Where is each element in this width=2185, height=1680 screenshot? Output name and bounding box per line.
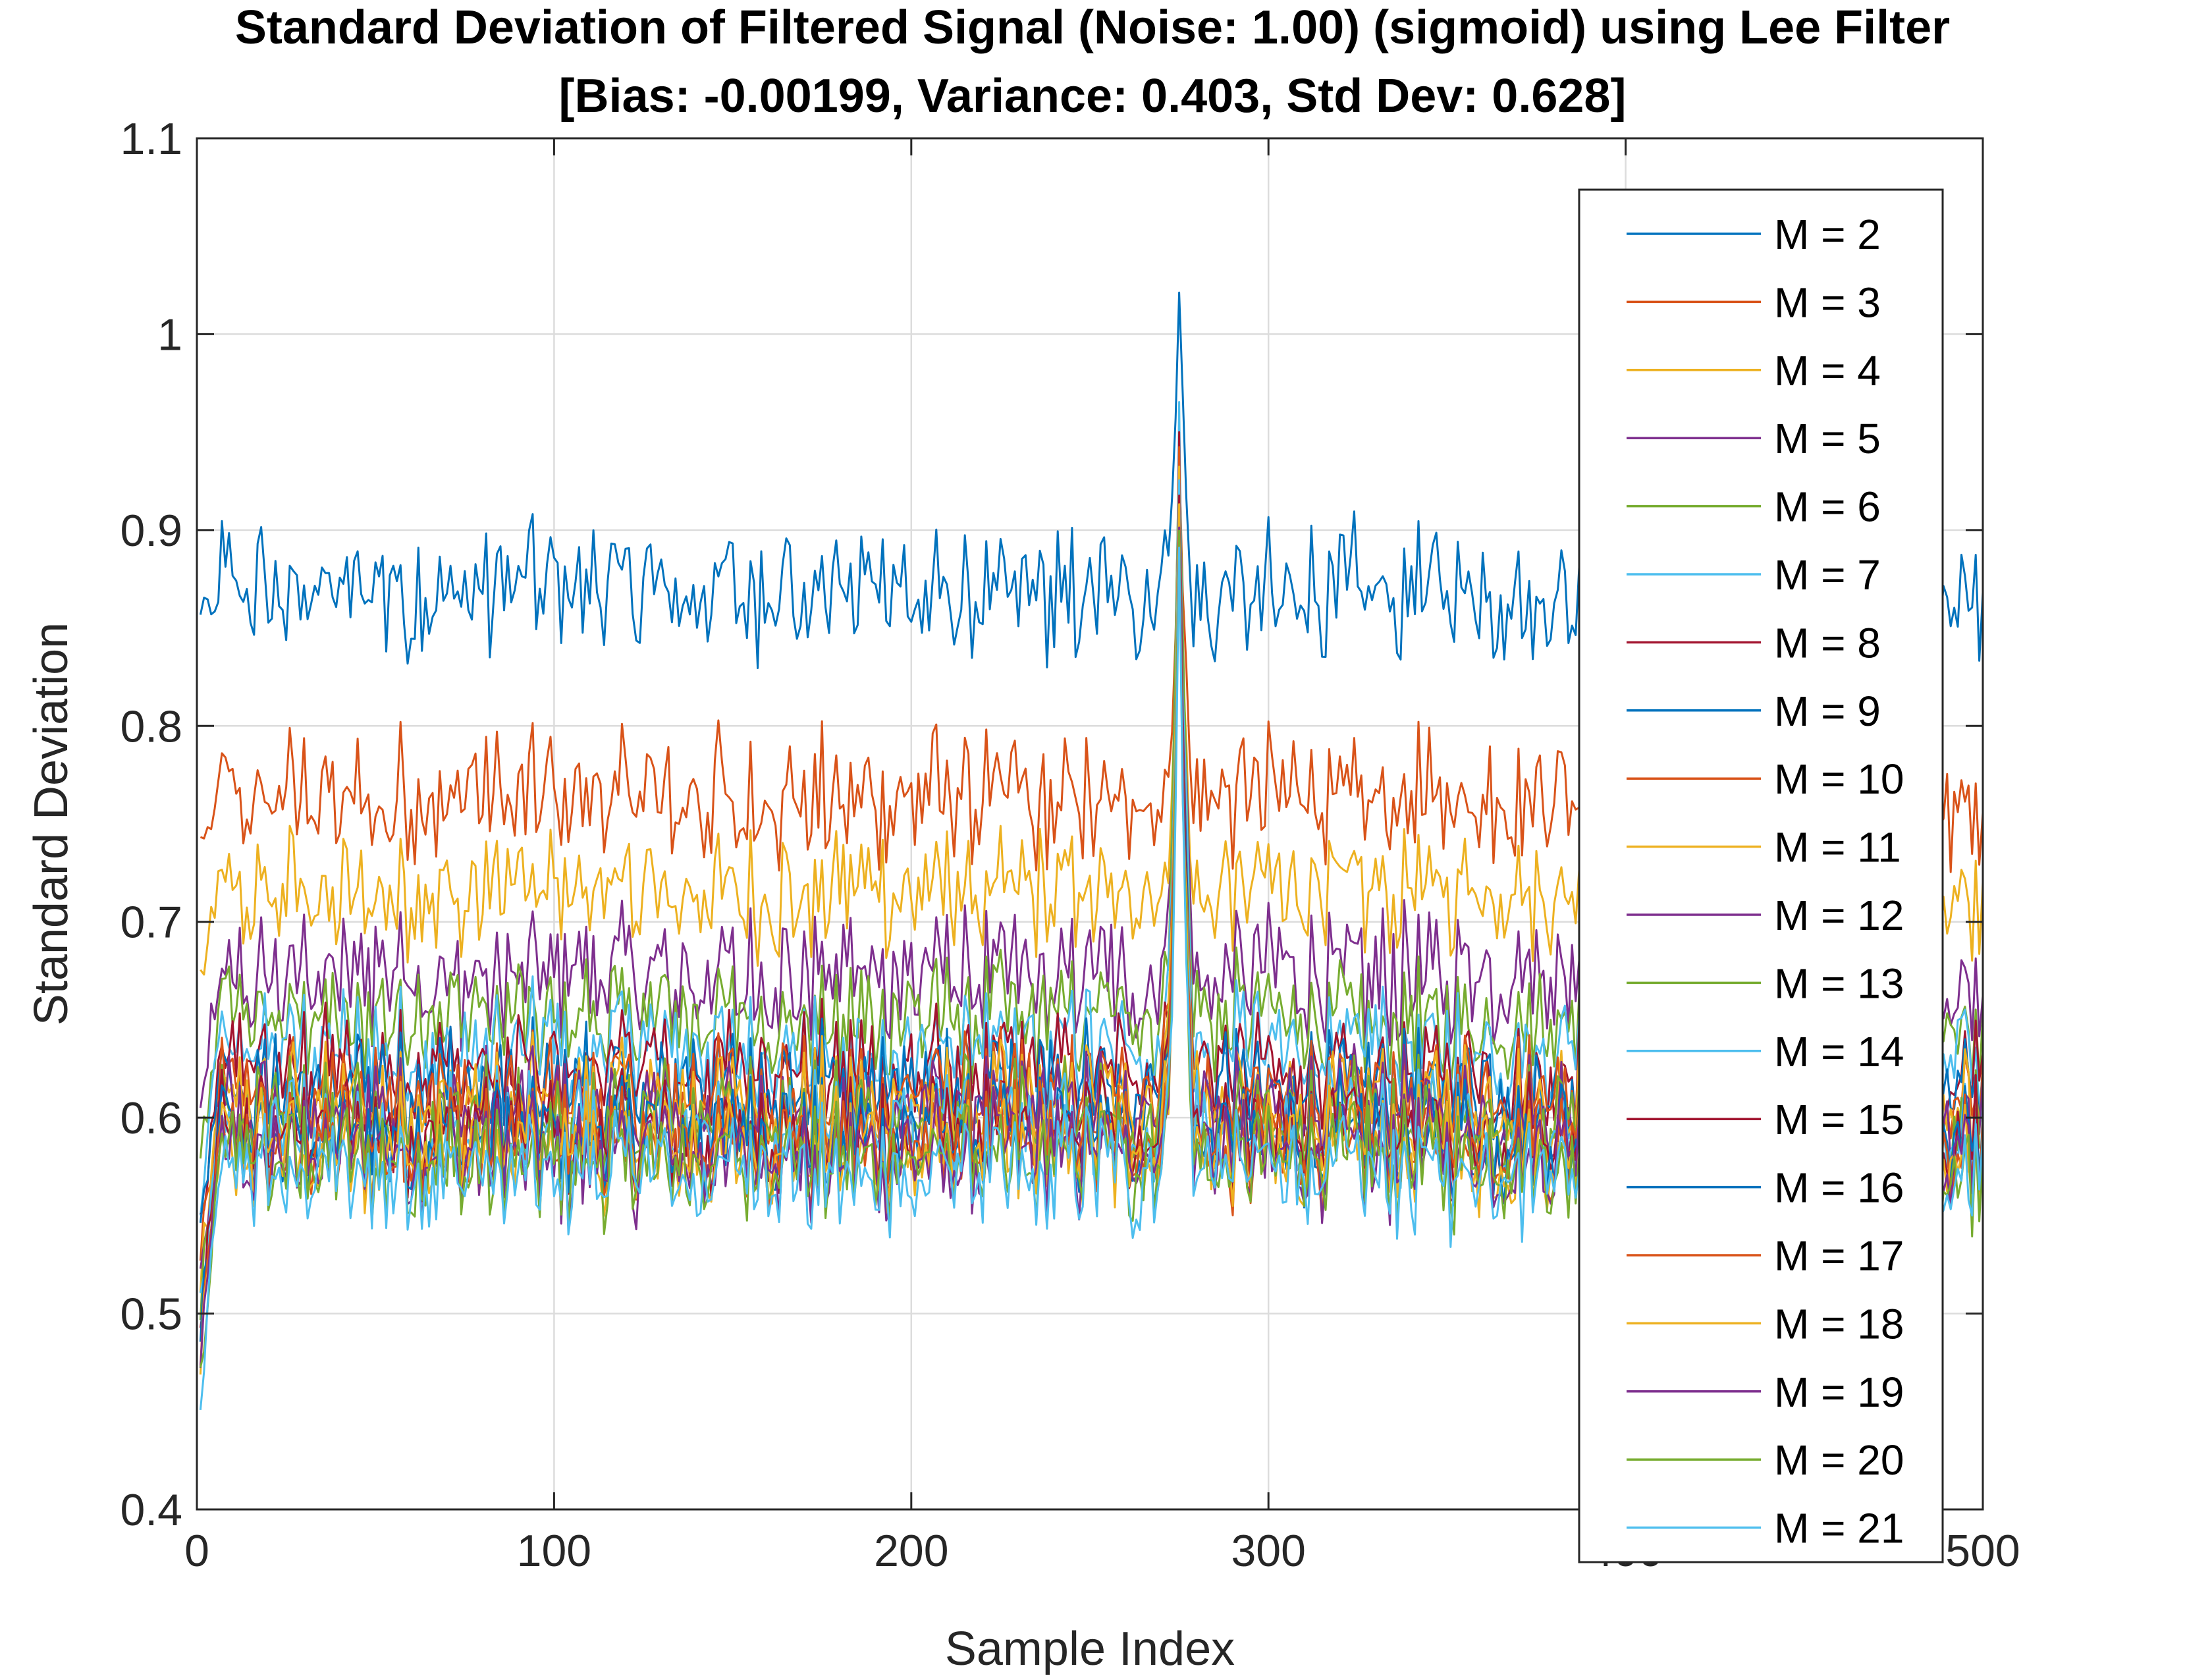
legend-label: M = 14 bbox=[1774, 1028, 1904, 1075]
legend-label: M = 4 bbox=[1774, 347, 1881, 394]
x-tick-label: 500 bbox=[1945, 1526, 2020, 1576]
legend-label: M = 8 bbox=[1774, 619, 1881, 666]
legend: M = 2 M = 3 M = 4 M = 5 M = 6 M = 7 M = 8 M = 9… bbox=[1578, 188, 1944, 1563]
chart-title-line2: [Bias: -0.00199, Variance: 0.403, Std De… bbox=[559, 70, 1627, 122]
x-tick-label: 100 bbox=[517, 1526, 591, 1576]
y-tick-label: 0.9 bbox=[120, 506, 182, 556]
legend-label: M = 15 bbox=[1774, 1096, 1904, 1143]
y-tick-label: 1 bbox=[157, 310, 182, 360]
legend-label: M = 10 bbox=[1774, 755, 1904, 803]
legend-label: M = 17 bbox=[1774, 1232, 1904, 1280]
y-tick-labels: 0.4 0.5 0.6 0.7 0.8 0.9 1 1.1 bbox=[120, 114, 182, 1535]
legend-label: M = 12 bbox=[1774, 892, 1904, 939]
legend-label: M = 2 bbox=[1774, 211, 1881, 258]
y-tick-label: 0.4 bbox=[120, 1485, 182, 1535]
legend-label: M = 13 bbox=[1774, 960, 1904, 1007]
legend-label: M = 5 bbox=[1774, 415, 1881, 462]
y-tick-label: 0.6 bbox=[120, 1093, 182, 1143]
y-tick-label: 1.1 bbox=[120, 114, 182, 164]
x-tick-labels: 0100200300400500 bbox=[184, 1526, 2020, 1576]
y-axis-label: Standard Deviation bbox=[25, 622, 78, 1025]
chart-title-line1: Standard Deviation of Filtered Signal (N… bbox=[235, 1, 1950, 54]
x-axis-label: Sample Index bbox=[945, 1623, 1235, 1675]
x-tick-label: 0 bbox=[184, 1526, 209, 1576]
tick-marks bbox=[196, 137, 1984, 1511]
legend-label: M = 19 bbox=[1774, 1368, 1904, 1416]
legend-label: M = 11 bbox=[1774, 824, 1901, 871]
legend-entries: M = 2 M = 3 M = 4 M = 5 M = 6 M = 7 M = 8 M = 9… bbox=[1627, 211, 1904, 1552]
legend-label: M = 9 bbox=[1774, 688, 1881, 735]
x-tick-label: 300 bbox=[1231, 1526, 1305, 1576]
legend-label: M = 20 bbox=[1774, 1436, 1904, 1484]
x-tick-label: 200 bbox=[874, 1526, 948, 1576]
legend-label: M = 16 bbox=[1774, 1164, 1904, 1212]
legend-box bbox=[1578, 188, 1944, 1563]
legend-label: M = 6 bbox=[1774, 483, 1881, 531]
legend-label: M = 3 bbox=[1774, 279, 1881, 326]
legend-label: M = 18 bbox=[1774, 1300, 1904, 1347]
legend-label: M = 21 bbox=[1774, 1505, 1904, 1552]
y-tick-label: 0.5 bbox=[120, 1289, 182, 1340]
axes-frame bbox=[196, 137, 1984, 1511]
y-tick-label: 0.7 bbox=[120, 898, 182, 948]
legend-label: M = 7 bbox=[1774, 551, 1881, 599]
y-tick-label: 0.8 bbox=[120, 701, 182, 751]
